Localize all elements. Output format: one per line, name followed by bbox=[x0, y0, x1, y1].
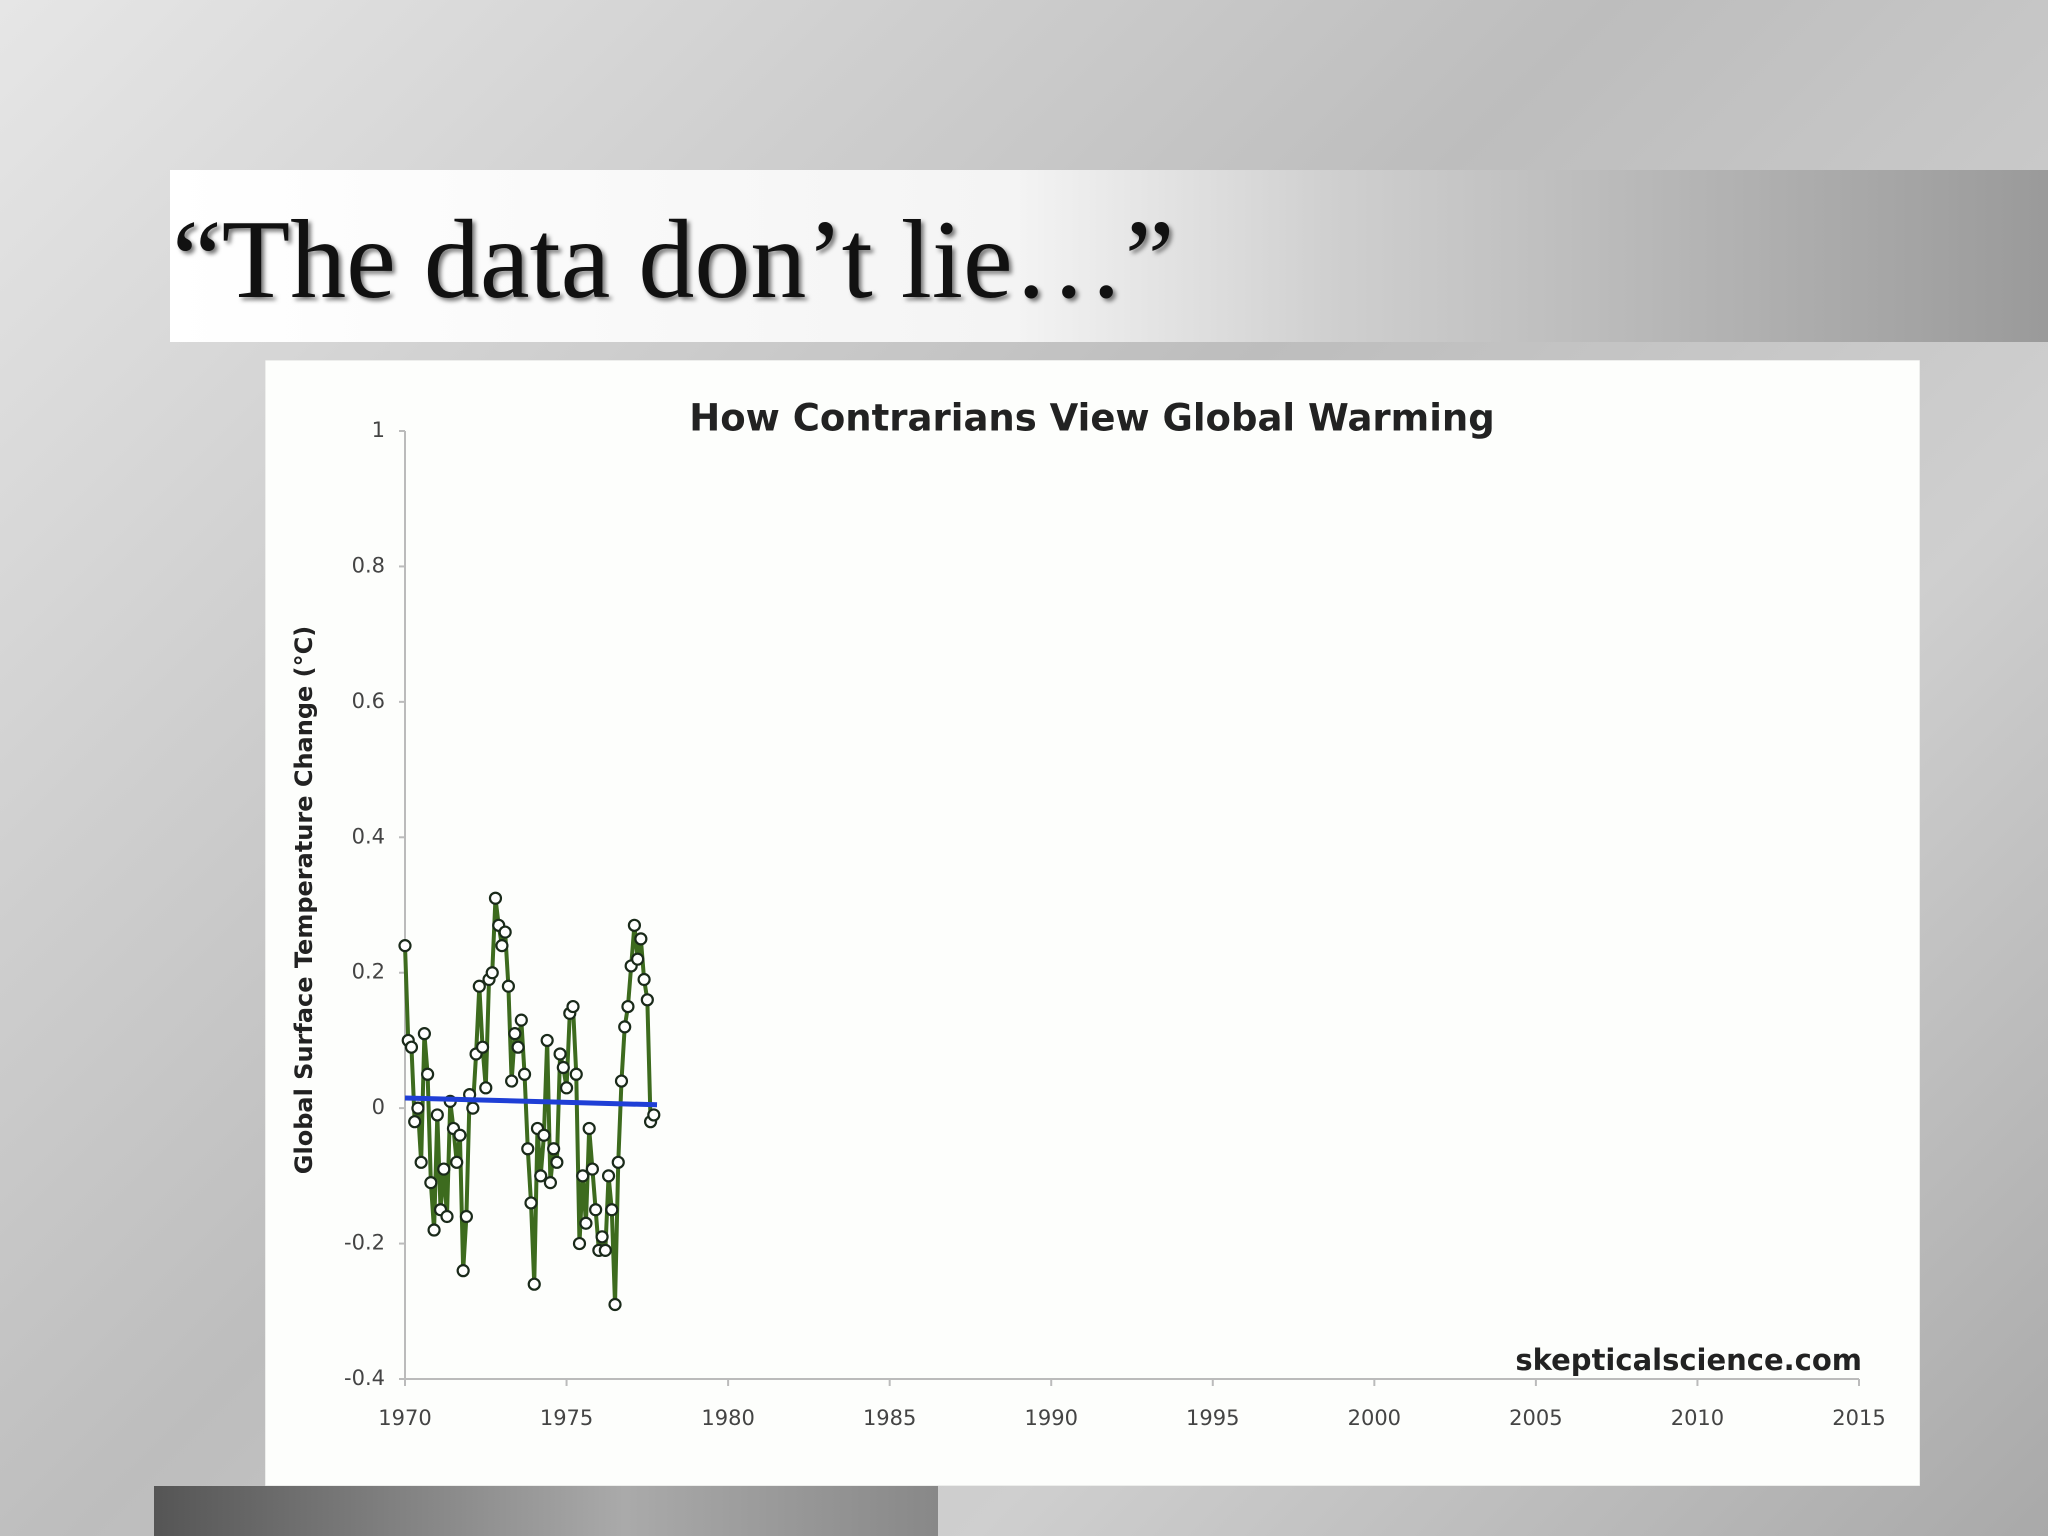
data-point bbox=[459, 1209, 473, 1224]
data-point bbox=[553, 1047, 567, 1061]
data-point bbox=[417, 1027, 431, 1041]
data-point bbox=[595, 1230, 609, 1244]
data-point bbox=[437, 1162, 451, 1176]
x-tick-label: 1970 bbox=[378, 1406, 431, 1430]
data-point bbox=[488, 891, 503, 905]
data-point bbox=[572, 1236, 587, 1251]
y-tick-label: 0 bbox=[372, 1095, 385, 1119]
data-point bbox=[647, 1108, 661, 1122]
x-tick-label: 2000 bbox=[1348, 1406, 1401, 1430]
data-point bbox=[408, 1115, 422, 1129]
trend-line bbox=[404, 1095, 658, 1108]
y-tick-label: 1 bbox=[372, 418, 385, 442]
data-point bbox=[424, 1176, 438, 1190]
data-point bbox=[608, 1297, 622, 1312]
y-tick-label: -0.2 bbox=[344, 1231, 385, 1255]
data-point bbox=[614, 1074, 629, 1088]
data-point bbox=[456, 1264, 470, 1278]
chart-panel bbox=[265, 360, 1920, 1486]
data-point bbox=[556, 1060, 570, 1075]
data-point bbox=[485, 966, 499, 980]
data-point bbox=[450, 1155, 464, 1169]
x-tick-label: 1985 bbox=[863, 1406, 916, 1430]
data-point bbox=[634, 932, 648, 946]
chart-title: How Contrarians View Global Warming bbox=[689, 397, 1495, 440]
data-point bbox=[611, 1155, 625, 1169]
data-point bbox=[569, 1067, 583, 1081]
data-point bbox=[598, 1243, 612, 1257]
y-axis-label: Global Surface Temperature Change (°C) bbox=[290, 626, 318, 1174]
data-point bbox=[640, 993, 654, 1007]
data-point bbox=[550, 1155, 564, 1169]
data-point bbox=[537, 1128, 551, 1142]
x-tick-label: 1975 bbox=[540, 1406, 593, 1430]
data-point bbox=[398, 939, 412, 953]
data-point bbox=[508, 1027, 522, 1041]
x-tick-label: 2010 bbox=[1671, 1406, 1724, 1430]
data-point bbox=[547, 1142, 561, 1156]
data-point bbox=[601, 1169, 616, 1183]
data-point bbox=[404, 1040, 419, 1054]
slide-title: “The data don’t lie…” bbox=[172, 198, 1175, 322]
data-point bbox=[524, 1196, 538, 1210]
x-tick-label: 1995 bbox=[1186, 1406, 1239, 1430]
data-point bbox=[514, 1013, 528, 1027]
data-point bbox=[427, 1223, 441, 1237]
data-point bbox=[543, 1176, 557, 1190]
data-point bbox=[631, 952, 645, 966]
data-point bbox=[589, 1203, 603, 1217]
x-tick-label: 1980 bbox=[701, 1406, 754, 1430]
data-point bbox=[495, 939, 509, 953]
y-tick-label: 0.8 bbox=[352, 553, 385, 577]
data-point bbox=[411, 1101, 425, 1115]
data-point bbox=[472, 979, 486, 993]
data-point bbox=[498, 925, 512, 939]
data-point bbox=[505, 1074, 519, 1088]
data-point bbox=[440, 1209, 454, 1224]
data-point bbox=[627, 918, 642, 932]
y-tick-label: 0.6 bbox=[352, 689, 385, 713]
data-point bbox=[517, 1067, 532, 1081]
data-point bbox=[421, 1067, 435, 1081]
data-point bbox=[576, 1169, 590, 1183]
data-point bbox=[521, 1142, 535, 1156]
data-point bbox=[479, 1081, 493, 1095]
title-strip bbox=[170, 170, 2048, 342]
data-point bbox=[475, 1040, 490, 1054]
bottom-bar bbox=[154, 1486, 938, 1536]
data-point bbox=[579, 1216, 593, 1230]
chart: How Contrarians View Global Warming Glob… bbox=[265, 360, 1920, 1486]
data-point bbox=[582, 1121, 596, 1136]
watermark: skepticalscience.com bbox=[1515, 1343, 1862, 1377]
data-point bbox=[501, 979, 515, 993]
data-point bbox=[534, 1169, 548, 1183]
data-point bbox=[605, 1203, 619, 1217]
data-point bbox=[618, 1020, 632, 1034]
data-point bbox=[527, 1277, 541, 1291]
y-tick-label: -0.4 bbox=[344, 1366, 385, 1390]
y-tick-label: 0.2 bbox=[352, 960, 385, 984]
x-tick-label: 1990 bbox=[1024, 1406, 1077, 1430]
data-point bbox=[466, 1101, 480, 1115]
x-tick-label: 2005 bbox=[1509, 1406, 1562, 1430]
data-point bbox=[559, 1081, 574, 1095]
data-point bbox=[637, 972, 651, 987]
data-point bbox=[621, 999, 635, 1014]
data-point bbox=[540, 1033, 554, 1048]
x-tick-label: 2015 bbox=[1832, 1406, 1885, 1430]
data-point bbox=[453, 1128, 467, 1142]
y-tick-label: 0.4 bbox=[352, 824, 385, 848]
data-point bbox=[414, 1155, 428, 1169]
data-point bbox=[585, 1162, 600, 1176]
data-point bbox=[566, 999, 580, 1014]
data-point bbox=[430, 1108, 444, 1122]
data-point bbox=[511, 1040, 525, 1054]
